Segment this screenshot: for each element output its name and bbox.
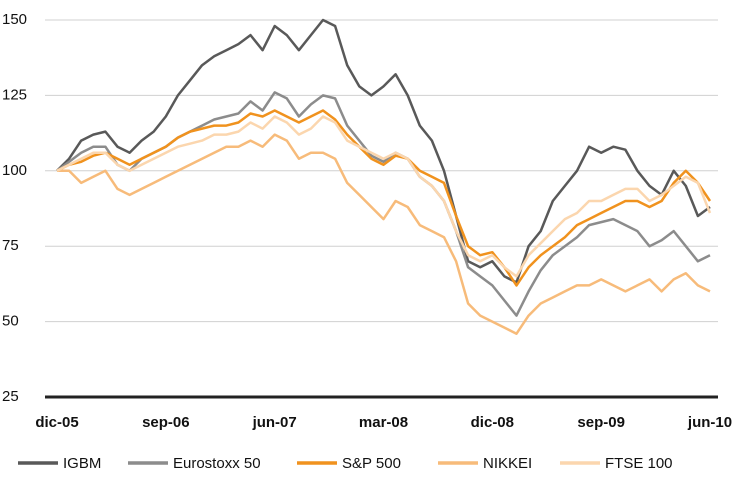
series-line [56,115,712,278]
y-tick-label: 75 [2,237,19,254]
y-tick-label: 150 [2,11,27,28]
legend-label: Eurostoxx 50 [173,455,261,472]
y-tick-label: 100 [2,162,27,179]
x-tick-label: dic-08 [471,414,514,431]
series-line [56,91,711,317]
y-tick-label: 125 [2,86,27,103]
series-line [57,133,711,335]
y-tick-label: 50 [2,313,19,330]
grid: 25 50 75 100 125 150 dic-05 sep-06 jun-07 mar-08 d… [2,11,732,431]
x-tick-label: jun-07 [252,414,297,431]
legend-label: IGBM [63,455,101,472]
series-line [56,18,711,284]
x-tick-label: dic-05 [35,414,78,431]
series-line [56,109,712,287]
y-tick-label: 25 [2,388,19,405]
x-tick-label: sep-06 [142,414,190,431]
plot-area [56,18,712,335]
x-tick-label: sep-09 [577,414,625,431]
legend-label: S&P 500 [342,455,401,472]
legend: IGBM Eurostoxx 50 S&P 500 NIKKEI FTSE 100 [18,455,673,472]
legend-label: NIKKEI [483,455,532,472]
x-tick-label: mar-08 [359,414,408,431]
legend-label: FTSE 100 [605,455,673,472]
x-tick-label: jun-10 [687,414,732,431]
